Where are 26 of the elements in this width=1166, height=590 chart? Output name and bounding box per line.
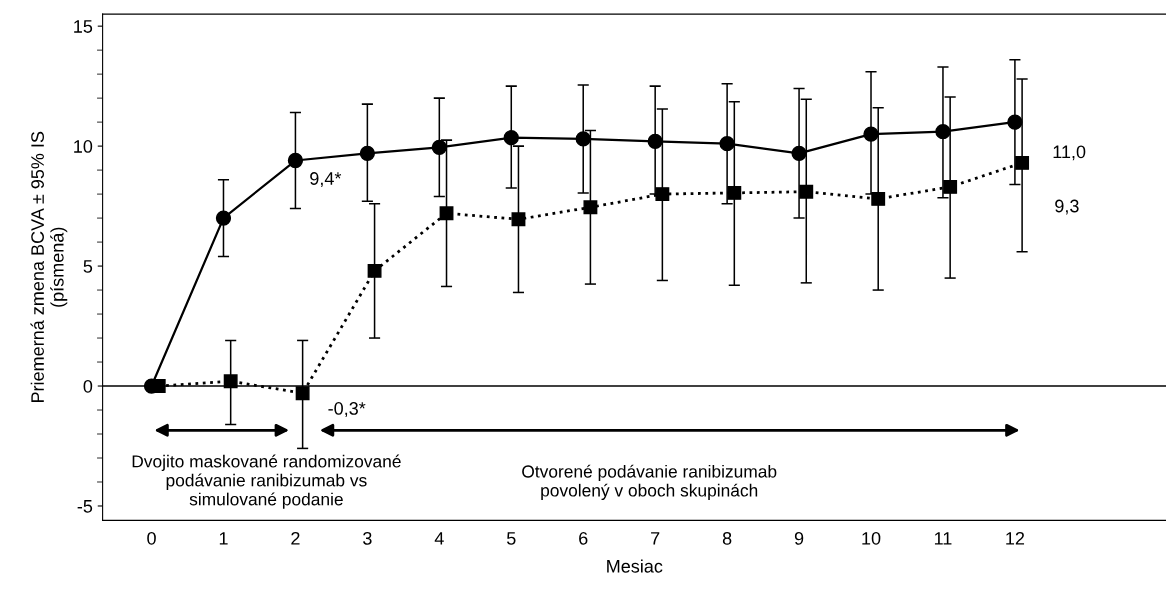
x-tick-label: 10 (862, 531, 881, 545)
x-tick-label: 12 (1006, 531, 1025, 545)
annotation: 9,4* (310, 172, 342, 188)
annotation: 11,0 (1053, 145, 1086, 161)
x-tick-label: 2 (291, 531, 300, 545)
annotation: -0,3* (328, 402, 366, 417)
x-tick-label: 5 (506, 532, 516, 545)
y-axis-title: Priemerná zmena BCVA ± 95% IS (písmená) (30, 131, 68, 403)
x-tick-label: 4 (434, 532, 444, 545)
x-axis-title: Mesiac (607, 559, 663, 573)
x-tick-label: 9 (794, 531, 804, 545)
y-tick-label: 15 (74, 20, 93, 33)
x-tick-label: 1 (219, 532, 228, 545)
x-tick-label: 3 (363, 531, 372, 545)
y-tick-label: -5 (77, 500, 93, 513)
y-tick-label: 10 (74, 140, 93, 153)
x-tick-label: 6 (579, 531, 588, 545)
x-tick-label: 0 (147, 531, 156, 545)
annotation: Otvorené podávanie ranibizumab povolený v oboch skupinách (522, 464, 777, 501)
annotation: 9,3 (1055, 199, 1079, 215)
y-tick-label: 5 (83, 260, 93, 273)
annotation: Dvojito maskované randomizované podávanie ranibizumab vs simulované podanie (132, 454, 401, 509)
y-tick-label: 0 (83, 379, 93, 393)
x-tick-label: 7 (651, 532, 660, 545)
x-tick-label: 8 (722, 531, 732, 545)
x-tick-label: 11 (934, 532, 952, 545)
